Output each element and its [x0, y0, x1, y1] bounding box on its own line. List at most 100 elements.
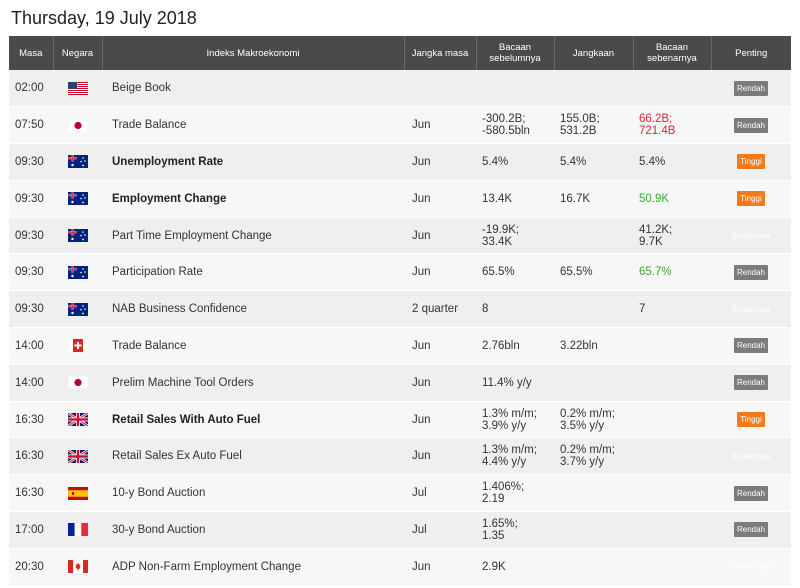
row-country: [53, 474, 102, 513]
importance-badge: Sederhana: [731, 451, 771, 461]
col-header-previous: Bacaan sebelumnya: [476, 36, 555, 70]
row-indicator[interactable]: Trade Balance: [102, 327, 404, 365]
row-actual: [633, 474, 711, 513]
table-row: 09:30 Participation Rate Jun 65.5% 65.5% 65.7…: [9, 253, 791, 292]
row-actual: [633, 327, 711, 365]
row-actual: [633, 437, 711, 476]
au-flag-icon: [67, 229, 88, 243]
row-forecast: [554, 511, 633, 549]
row-actual: [633, 70, 711, 108]
us-flag-icon: [67, 81, 88, 95]
row-indicator[interactable]: Retail Sales Ex Auto Fuel: [102, 437, 404, 476]
row-indicator[interactable]: Part Time Employment Change: [102, 217, 404, 255]
row-period: 2 quarter: [404, 290, 476, 329]
row-importance: Sederhana: [711, 437, 791, 476]
row-indicator[interactable]: Prelim Machine Tool Orders: [102, 364, 404, 402]
row-time: 14:00: [9, 327, 53, 365]
row-previous: 1.3% m/m; 3.9% y/y: [476, 401, 554, 439]
importance-badge: Rendah: [733, 117, 769, 133]
importance-badge: Rendah: [733, 522, 769, 538]
au-flag-icon: [67, 155, 88, 169]
row-previous: 1.3% m/m; 4.4% y/y: [476, 437, 554, 476]
row-actual: 65.7%: [633, 253, 711, 292]
col-header-period: Jangka masa: [404, 36, 477, 70]
row-indicator[interactable]: Employment Change: [102, 180, 404, 218]
au-flag-icon: [67, 265, 88, 279]
row-time: 16:30: [9, 474, 53, 513]
row-period: Jun: [404, 437, 476, 476]
row-indicator[interactable]: 30-y Bond Auction: [102, 511, 404, 549]
row-indicator[interactable]: 10-y Bond Auction: [102, 474, 404, 513]
row-period: Jun: [404, 327, 476, 365]
col-header-forecast: Jangkaan: [554, 36, 634, 70]
row-forecast: 3.22bln: [554, 327, 633, 365]
row-country: [53, 437, 102, 476]
row-actual: [633, 511, 711, 549]
importance-badge: Rendah: [733, 485, 769, 501]
row-previous: -19.9K; 33.4K: [476, 217, 554, 255]
row-importance: Rendah: [711, 474, 791, 513]
row-forecast: [554, 364, 633, 402]
row-indicator[interactable]: NAB Business Confidence: [102, 290, 404, 329]
table-row: 14:00 Prelim Machine Tool Orders Jun 11.4% …: [9, 364, 791, 402]
row-actual: 7: [633, 290, 711, 329]
row-forecast: 16.7K: [554, 180, 633, 218]
row-previous: -300.2B; -580.5bln: [476, 106, 554, 145]
col-header-indicator: Indeks Makroekonomi: [102, 36, 405, 70]
row-indicator[interactable]: ADP Non-Farm Employment Change: [102, 548, 404, 586]
row-forecast: 0.2% m/m; 3.7% y/y: [554, 437, 633, 476]
importance-badge: Rendah: [733, 338, 769, 354]
row-actual: [633, 548, 711, 586]
row-indicator[interactable]: Trade Balance: [102, 106, 404, 145]
table-row: 17:00 30-y Bond Auction Jul 1.65%; 1.35 Renda…: [9, 511, 791, 549]
table-row: 09:30 Part Time Employment Change Jun -19.9…: [9, 217, 791, 255]
col-header-country: Negara: [53, 36, 103, 70]
row-indicator[interactable]: Participation Rate: [102, 253, 404, 292]
row-actual: [633, 364, 711, 402]
row-country: [53, 511, 102, 549]
row-importance: Rendah: [711, 70, 791, 108]
row-actual: 66.2B; 721.4B: [633, 106, 711, 145]
row-previous: 65.5%: [476, 253, 554, 292]
row-indicator[interactable]: Retail Sales With Auto Fuel: [102, 401, 404, 439]
row-actual: 50.9K: [633, 180, 711, 218]
col-header-actual-label: Bacaan sebenarnya: [647, 42, 697, 64]
row-time: 09:30: [9, 290, 53, 329]
page-title: Thursday, 19 July 2018: [11, 8, 197, 28]
table-row: 20:30 ADP Non-Farm Employment Change Jun 2.…: [9, 548, 791, 586]
row-country: [53, 253, 102, 292]
table-row: 07:50 Trade Balance Jun -300.2B; -580.5bln 15…: [9, 106, 791, 145]
row-period: Jun: [404, 217, 476, 255]
row-previous: [476, 70, 554, 108]
row-forecast: [554, 290, 633, 329]
row-period: [404, 70, 476, 108]
row-previous: 11.4% y/y: [476, 364, 554, 402]
row-forecast: 155.0B; 531.2B: [554, 106, 633, 145]
au-flag-icon: [67, 192, 88, 206]
row-importance: Sederhana: [711, 548, 791, 586]
row-time: 14:00: [9, 364, 53, 402]
row-time: 09:30: [9, 180, 53, 218]
table-row: 16:30 Retail Sales Ex Auto Fuel Jun 1.3% m/…: [9, 437, 791, 476]
row-country: [53, 70, 102, 108]
row-indicator[interactable]: Unemployment Rate: [102, 143, 404, 181]
row-country: [53, 548, 102, 586]
row-country: [53, 401, 102, 439]
table-row: 09:30 Employment Change Jun 13.4K 16.7K 50.9K…: [9, 180, 791, 218]
table-row: 16:30 10-y Bond Auction Jul 1.406%; 2.19 Rend…: [9, 474, 791, 513]
row-previous: 8: [476, 290, 554, 329]
row-forecast: [554, 217, 633, 255]
jp-flag-icon: [67, 376, 88, 390]
row-importance: Rendah: [711, 106, 791, 145]
col-header-importance: Penting: [711, 36, 791, 70]
row-period: Jul: [404, 511, 476, 549]
importance-badge: Rendah: [733, 264, 769, 280]
importance-badge: Rendah: [733, 80, 769, 96]
table-row: 16:30 Retail Sales With Auto Fuel Jun 1.3% …: [9, 401, 791, 439]
row-importance: Sederhana: [711, 217, 791, 255]
row-forecast: [554, 70, 633, 108]
row-indicator[interactable]: Beige Book: [102, 70, 404, 108]
row-period: Jun: [404, 253, 476, 292]
table-row: 14:00 Trade Balance Jun 2.76bln 3.22bln Renda…: [9, 327, 791, 365]
row-importance: Sederhana: [711, 290, 791, 329]
